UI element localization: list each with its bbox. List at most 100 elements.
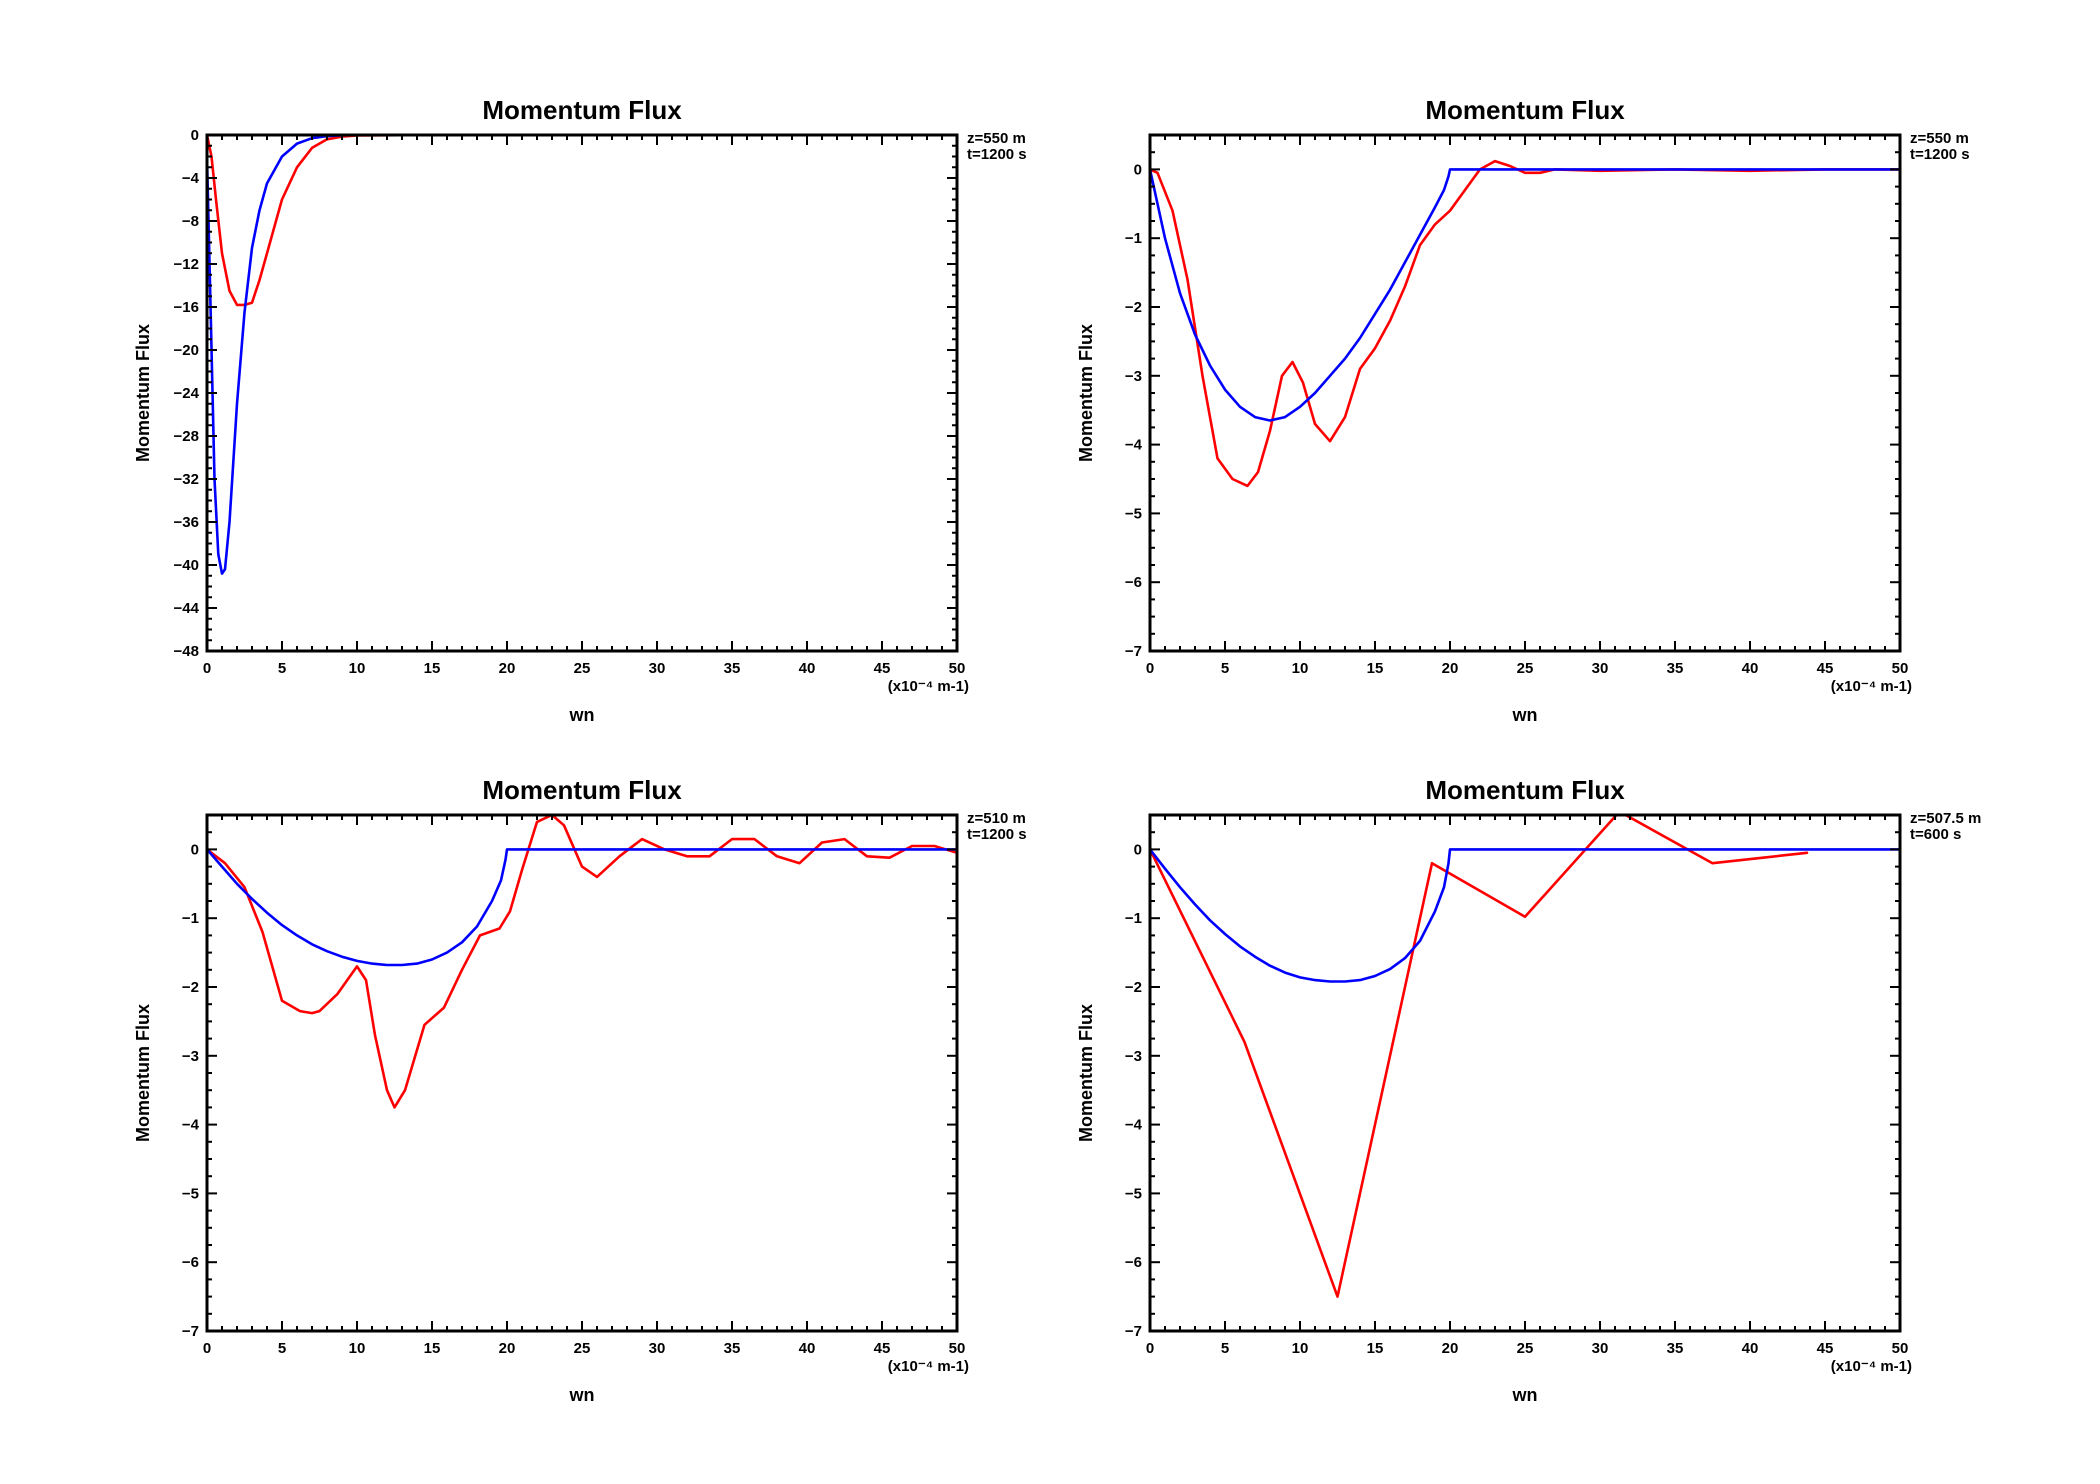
x-unit-note: (x10⁻⁴ m-1) (1831, 678, 1912, 695)
y-tick-label: −48 (174, 643, 199, 660)
chart-panel-2: Momentum Flux 0 5 10 15 20 25 30 35 40 45 50 0 −1 −2 −3… (1076, 95, 1970, 725)
x-tick-label: 15 (424, 660, 441, 677)
x-tick-label: 5 (278, 1340, 286, 1357)
chart-panel-1: Momentum Flux 0 5 10 15 20 25 30 35 40 45 50 0 −4 −8 −1… (133, 95, 1027, 725)
chart-title: Momentum Flux (482, 775, 682, 805)
x-tick-label: 30 (649, 1340, 666, 1357)
plot-frame (205, 133, 959, 653)
x-tick-label: 10 (349, 1340, 366, 1357)
x-tick-label: 50 (1892, 660, 1909, 677)
y-tick-label: −4 (182, 170, 200, 187)
y-tick-label: −6 (182, 1254, 199, 1271)
x-tick-label: 20 (499, 1340, 516, 1357)
y-tick-label: −12 (174, 256, 199, 273)
x-tick-label: 25 (574, 660, 591, 677)
series-line-blue (207, 848, 957, 967)
y-axis-label: Momentum Flux (1076, 324, 1096, 462)
annotation: t=600 s (1910, 826, 1961, 843)
y-axis-label: Momentum Flux (1076, 1004, 1096, 1142)
y-tick-label: −7 (182, 1323, 199, 1340)
x-tick-label: 25 (574, 1340, 591, 1357)
x-tick-label: 40 (1742, 1340, 1759, 1357)
y-tick-label: 0 (1134, 161, 1142, 178)
y-tick-label: −2 (1125, 299, 1142, 316)
y-tick-label: −5 (1125, 1185, 1142, 1202)
annotation: t=1200 s (967, 826, 1027, 843)
y-tick-label: −5 (182, 1185, 199, 1202)
x-tick-label: 30 (1592, 1340, 1609, 1357)
y-tick-label: −7 (1125, 1323, 1142, 1340)
y-tick-label: −3 (182, 1048, 199, 1065)
x-tick-label: 40 (799, 660, 816, 677)
x-tick-label: 0 (1146, 1340, 1154, 1357)
x-tick-label: 5 (1221, 660, 1229, 677)
x-tick-label: 45 (1817, 1340, 1834, 1357)
x-tick-label: 20 (1442, 660, 1459, 677)
series-line-red (207, 135, 957, 307)
x-tick-label: 25 (1517, 660, 1534, 677)
y-tick-label: −4 (182, 1117, 200, 1134)
x-tick-label: 20 (499, 660, 516, 677)
x-tick-label: 5 (278, 660, 286, 677)
y-tick-label: −2 (1125, 979, 1142, 996)
x-tick-label: 0 (1146, 660, 1154, 677)
x-tick-label: 0 (203, 1340, 211, 1357)
x-axis-label: wn (569, 1385, 595, 1405)
y-axis-label: Momentum Flux (133, 1004, 153, 1142)
y-tick-label: −8 (182, 213, 199, 230)
plot-frame (1148, 813, 1902, 1333)
x-axis-label: wn (569, 705, 595, 725)
y-tick-label: −5 (1125, 505, 1142, 522)
x-tick-label: 35 (1667, 1340, 1684, 1357)
annotation: t=1200 s (1910, 146, 1970, 163)
chart-panel-4: Momentum Flux 0 5 10 15 20 25 30 35 40 45 50 0 −1 −2 −3… (1076, 775, 1981, 1405)
x-tick-label: 50 (1892, 1340, 1909, 1357)
x-tick-label: 45 (1817, 660, 1834, 677)
y-tick-label: −4 (1125, 437, 1143, 454)
x-tick-label: 35 (1667, 660, 1684, 677)
x-tick-label: 20 (1442, 1340, 1459, 1357)
y-tick-label: −7 (1125, 643, 1142, 660)
x-tick-label: 35 (724, 1340, 741, 1357)
x-tick-label: 30 (1592, 660, 1609, 677)
y-tick-label: −1 (182, 910, 199, 927)
y-tick-label: 0 (191, 841, 199, 858)
x-unit-note: (x10⁻⁴ m-1) (888, 678, 969, 695)
x-tick-label: 10 (1292, 1340, 1309, 1357)
y-tick-label: −44 (174, 600, 200, 617)
x-tick-label: 35 (724, 660, 741, 677)
annotation: z=550 m (967, 130, 1026, 147)
series-line-blue (1150, 848, 1900, 983)
x-tick-label: 45 (874, 1340, 891, 1357)
annotation: z=510 m (967, 810, 1026, 827)
y-axis-label: Momentum Flux (133, 324, 153, 462)
y-tick-label: −24 (174, 385, 200, 402)
x-tick-label: 15 (1367, 1340, 1384, 1357)
x-tick-label: 10 (1292, 660, 1309, 677)
x-tick-label: 5 (1221, 1340, 1229, 1357)
y-tick-label: −1 (1125, 230, 1142, 247)
annotation: z=550 m (1910, 130, 1969, 147)
x-tick-label: 15 (424, 1340, 441, 1357)
x-tick-label: 50 (949, 1340, 966, 1357)
x-tick-label: 0 (203, 660, 211, 677)
chart-title: Momentum Flux (1425, 95, 1625, 125)
x-tick-label: 45 (874, 660, 891, 677)
y-tick-label: −3 (1125, 1048, 1142, 1065)
series-line-red (1150, 159, 1900, 488)
chart-title: Momentum Flux (482, 95, 682, 125)
y-tick-label: −1 (1125, 910, 1142, 927)
series-line-red (207, 815, 957, 1109)
plot-frame (1148, 133, 1902, 653)
x-tick-label: 30 (649, 660, 666, 677)
y-tick-label: −4 (1125, 1117, 1143, 1134)
series-line-red (1150, 815, 1809, 1298)
annotation: z=507.5 m (1910, 810, 1981, 827)
x-tick-label: 40 (799, 1340, 816, 1357)
x-tick-label: 25 (1517, 1340, 1534, 1357)
y-tick-label: −20 (174, 342, 199, 359)
x-unit-note: (x10⁻⁴ m-1) (1831, 1358, 1912, 1375)
series-line-blue (1150, 168, 1900, 422)
y-tick-label: −6 (1125, 1254, 1142, 1271)
